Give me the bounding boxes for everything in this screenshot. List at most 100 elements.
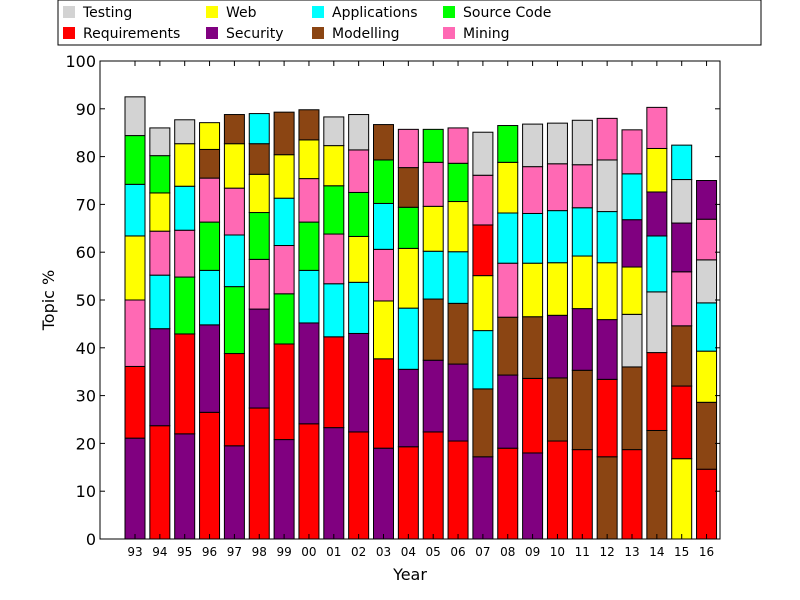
bar-segment-web-02 (348, 235, 370, 283)
bar-segment-applications-96 (199, 269, 221, 326)
bar-segment-web-12 (596, 262, 618, 321)
bar-segment-security-14 (646, 191, 668, 237)
y-tick-label: 90 (76, 100, 96, 119)
bar-segment-requirements-06 (447, 440, 469, 540)
bar-segment-mining-99 (273, 245, 295, 295)
bar-segment-web-01 (323, 145, 345, 187)
legend-label-web: Web (226, 5, 257, 21)
bar-segment-testing-94 (149, 127, 171, 157)
bar-segment-requirements-08 (497, 447, 519, 540)
legend-swatch-applications (312, 6, 324, 18)
bar-segment-security-97 (223, 445, 245, 540)
bar-segment-testing-09 (522, 123, 544, 168)
y-tick-label: 20 (76, 434, 96, 453)
bar-segment-mining-10 (546, 163, 568, 212)
bars (124, 96, 718, 540)
bar-segment-testing-13 (621, 313, 643, 368)
y-tick-label: 0 (86, 530, 96, 549)
bar-segment-mining-12 (596, 117, 618, 161)
bar-segment-source-code-01 (323, 185, 345, 235)
bar-segment-source-code-98 (248, 212, 270, 260)
bar-segment-requirements-03 (373, 358, 394, 449)
bar-segment-requirements-10 (546, 440, 568, 540)
bar-segment-applications-13 (621, 173, 643, 221)
bar-segment-web-08 (497, 161, 519, 214)
x-tick-label-12: 12 (600, 545, 615, 559)
bar-segment-testing-15 (671, 179, 693, 224)
x-tick-label-05: 05 (426, 545, 441, 559)
bar-segment-web-14 (646, 147, 668, 193)
bar-segment-applications-03 (373, 202, 394, 250)
legend-swatch-modelling (312, 27, 324, 39)
bar-segment-modelling-10 (546, 377, 568, 442)
bar-segment-mining-06 (447, 127, 469, 164)
bar-segment-applications-15 (671, 144, 693, 181)
bar-segment-applications-01 (323, 283, 345, 338)
bar-segment-security-11 (571, 308, 593, 371)
bar-segment-security-03 (373, 447, 394, 540)
bar-segment-web-97 (223, 143, 245, 189)
x-tick-label-93: 93 (127, 545, 142, 559)
bar-segment-modelling-06 (447, 302, 469, 365)
bar-segment-requirements-15 (671, 385, 693, 460)
bar-segment-requirements-16 (696, 468, 718, 540)
x-tick-label-16: 16 (699, 545, 714, 559)
bar-segment-security-00 (298, 322, 320, 425)
bar-segment-mining-01 (323, 233, 345, 285)
bar-segment-applications-04 (397, 307, 419, 370)
bar-segment-web-04 (397, 247, 419, 309)
x-tick-label-01: 01 (326, 545, 341, 559)
bar-segment-applications-94 (149, 274, 171, 330)
bar-segment-mining-16 (696, 218, 718, 261)
bar-segment-applications-10 (546, 210, 568, 264)
bar-segment-security-99 (273, 439, 295, 540)
legend-label-testing: Testing (82, 5, 132, 21)
bar-segment-testing-02 (348, 114, 370, 151)
bar-segment-source-code-06 (447, 162, 469, 203)
bar-segment-web-99 (273, 154, 295, 199)
bar-segment-web-05 (422, 205, 444, 252)
bar-segment-mining-11 (571, 164, 593, 209)
bar-segment-web-11 (571, 255, 593, 310)
x-tick-label-98: 98 (252, 545, 267, 559)
bar-segment-testing-07 (472, 131, 494, 176)
legend-swatch-testing (63, 6, 75, 18)
bar-segment-modelling-09 (522, 316, 544, 379)
bar-segment-applications-09 (522, 212, 544, 264)
bar-segment-requirements-95 (174, 333, 196, 435)
bar-segment-applications-98 (248, 113, 270, 145)
bar-segment-web-93 (124, 235, 146, 301)
bar-segment-mining-07 (472, 174, 494, 226)
bar-segment-mining-14 (646, 106, 668, 149)
bar-segment-applications-05 (422, 250, 444, 300)
bar-segment-web-94 (149, 192, 171, 232)
bar-segment-mining-08 (497, 262, 519, 318)
bar-segment-source-code-96 (199, 221, 221, 271)
bar-segment-security-05 (422, 359, 444, 433)
x-tick-label-06: 06 (450, 545, 465, 559)
bar-segment-requirements-02 (348, 431, 370, 540)
bar-segment-security-16 (696, 180, 718, 220)
y-tick-label: 30 (76, 387, 96, 406)
y-tick-label: 10 (76, 482, 96, 501)
legend-label-mining: Mining (463, 26, 510, 42)
bar-segment-source-code-99 (273, 293, 295, 345)
bar-segment-mining-96 (199, 177, 221, 223)
y-axis: 0 10 20 30 40 50 60 70 80 90 100 (65, 52, 720, 549)
bar-segment-security-08 (497, 374, 519, 449)
bar-segment-mining-97 (223, 187, 245, 236)
bar-segment-source-code-05 (422, 128, 444, 163)
legend-label-modelling: Modelling (332, 26, 400, 42)
bar-segment-security-10 (546, 314, 568, 379)
legend-label-requirements: Requirements (83, 26, 180, 42)
bar-segment-mining-13 (621, 129, 643, 175)
y-tick-label: 50 (76, 291, 96, 310)
bar-segment-web-95 (174, 143, 196, 187)
bar-segment-web-15 (671, 458, 693, 540)
bar-segment-security-93 (124, 437, 146, 540)
bar-segment-security-96 (199, 324, 221, 413)
y-tick-label: 100 (65, 52, 96, 71)
bar-segment-requirements-97 (223, 353, 245, 447)
bar-segment-modelling-05 (422, 298, 444, 361)
bar-segment-applications-07 (472, 330, 494, 390)
